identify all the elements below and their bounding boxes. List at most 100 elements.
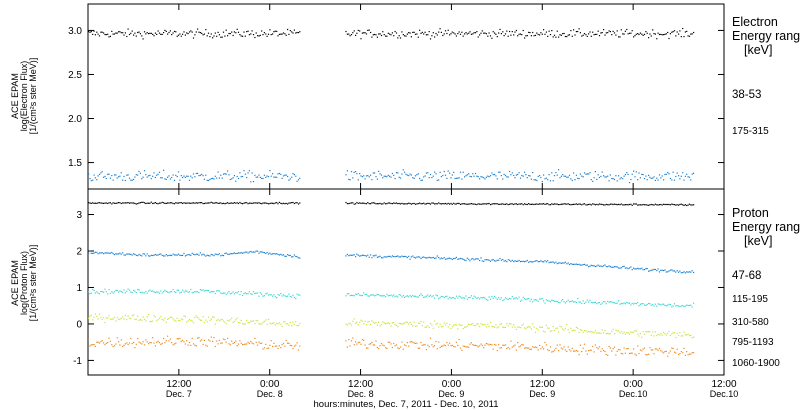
data-point: [405, 256, 407, 258]
data-point: [397, 255, 399, 257]
data-point: [573, 350, 575, 352]
data-point: [545, 344, 547, 346]
data-point: [192, 37, 195, 39]
data-point: [620, 331, 622, 333]
data-point: [683, 271, 685, 273]
data-point: [179, 179, 181, 181]
data-point: [484, 32, 486, 34]
data-point: [503, 298, 505, 301]
data-point: [277, 323, 279, 325]
data-point: [386, 203, 388, 205]
data-point: [231, 178, 233, 180]
data-point: [567, 176, 569, 178]
data-point: [127, 28, 129, 30]
data-point: [186, 321, 188, 323]
data-point: [386, 256, 388, 258]
data-point: [398, 256, 400, 258]
data-point: [446, 258, 448, 260]
data-point: [687, 35, 689, 37]
data-point: [624, 333, 626, 335]
data-point: [693, 204, 695, 206]
data-point: [390, 34, 392, 36]
data-point: [479, 34, 481, 36]
data-point: [348, 203, 350, 205]
data-point: [488, 202, 490, 205]
data-point: [363, 32, 365, 34]
data-point: [416, 33, 418, 35]
data-point: [296, 324, 298, 327]
data-point: [613, 333, 616, 335]
data-point: [393, 255, 395, 258]
data-point: [267, 176, 270, 178]
data-point: [180, 291, 182, 293]
data-point: [236, 345, 238, 347]
data-point: [680, 272, 682, 274]
data-point: [165, 30, 167, 32]
data-point: [594, 204, 596, 206]
data-point: [432, 327, 434, 329]
data-point: [582, 264, 584, 266]
data-point: [281, 33, 283, 35]
data-point: [297, 294, 300, 296]
data-point: [92, 319, 94, 321]
data-point: [453, 171, 455, 173]
data-point: [618, 348, 620, 351]
data-point: [251, 172, 253, 174]
data-point: [517, 342, 519, 344]
data-point: [551, 299, 553, 301]
data-point: [427, 202, 429, 204]
data-point: [158, 342, 161, 344]
data-point: [266, 251, 268, 254]
data-point: [222, 173, 225, 175]
data-point: [446, 322, 448, 324]
data-point: [654, 331, 656, 333]
data-point: [457, 33, 459, 35]
data-point: [668, 270, 670, 272]
data-point: [455, 324, 457, 326]
data-point: [142, 341, 144, 343]
data-point: [547, 260, 549, 262]
data-point: [291, 325, 293, 327]
data-point: [589, 265, 591, 267]
data-point: [604, 34, 606, 36]
data-point: [598, 265, 601, 267]
data-point: [266, 35, 268, 37]
data-point: [356, 293, 358, 295]
data-point: [394, 296, 396, 298]
data-point: [691, 173, 693, 175]
data-point: [474, 296, 477, 298]
data-point: [88, 252, 90, 254]
data-point: [206, 254, 208, 256]
data-point: [607, 354, 609, 356]
data-point: [543, 300, 545, 302]
data-point: [255, 341, 257, 343]
data-point: [371, 202, 373, 204]
data-point: [164, 178, 166, 180]
data-point: [428, 346, 430, 348]
data-point: [250, 250, 252, 253]
data-point: [504, 344, 507, 346]
data-point: [122, 202, 124, 204]
data-point: [227, 319, 229, 321]
data-point: [404, 203, 406, 205]
data-point: [513, 345, 515, 347]
data-point: [277, 173, 279, 175]
data-point: [263, 295, 265, 297]
data-point: [678, 305, 680, 307]
data-point: [409, 321, 411, 323]
data-point: [156, 33, 158, 35]
data-point: [276, 297, 278, 299]
data-point: [382, 203, 384, 205]
data-point: [363, 292, 365, 294]
data-point: [500, 203, 502, 205]
data-point: [399, 177, 402, 179]
data-point: [113, 316, 116, 318]
data-point: [618, 175, 620, 177]
data-point: [182, 33, 184, 35]
data-point: [446, 177, 448, 179]
data-point: [515, 203, 517, 205]
data-point: [406, 321, 408, 323]
data-point: [462, 327, 464, 330]
data-point: [352, 202, 354, 204]
data-point: [138, 341, 140, 343]
